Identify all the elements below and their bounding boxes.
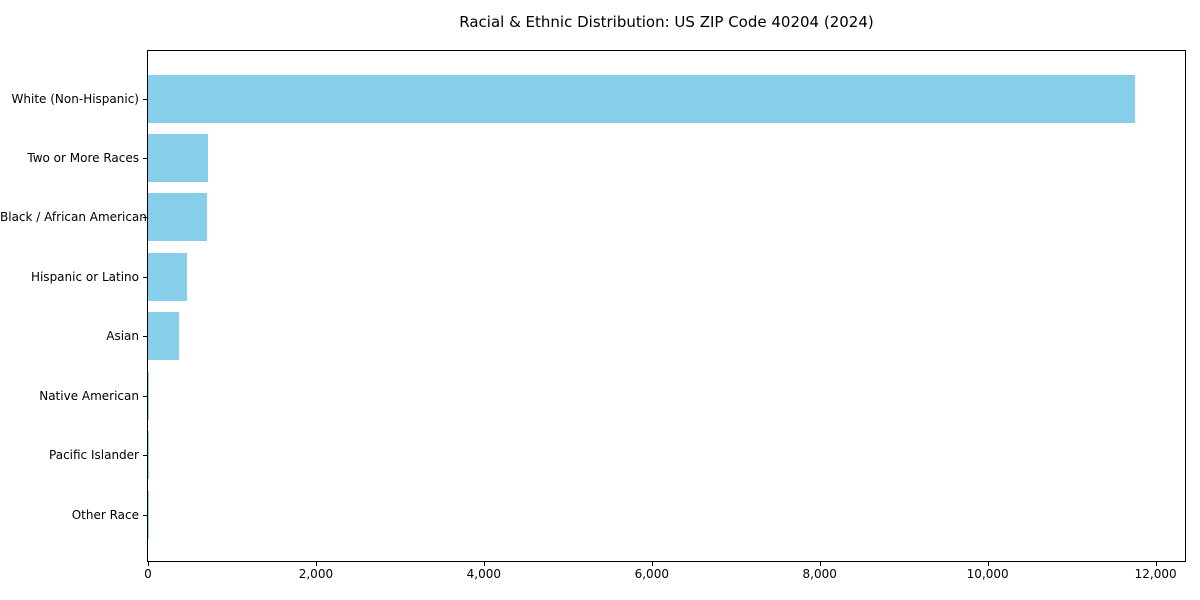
- x-tick-mark: [315, 562, 317, 566]
- y-tick-mark: [143, 395, 147, 397]
- bar-white-non-hispanic: [148, 74, 1136, 123]
- x-tick-mark: [1155, 562, 1157, 566]
- y-tick-mark: [143, 336, 147, 338]
- bar-asian: [148, 312, 180, 361]
- x-tick-mark: [819, 562, 821, 566]
- x-tick-mark: [148, 562, 149, 566]
- plot-area: [147, 50, 1186, 562]
- chart-title: Racial & Ethnic Distribution: US ZIP Cod…: [459, 13, 874, 31]
- bar-two-or-more-races: [148, 133, 209, 182]
- bar-hispanic-or-latino: [148, 252, 188, 301]
- y-tick-mark: [143, 514, 147, 516]
- y-tick-label-pacific-islander: Pacific Islander: [49, 448, 139, 463]
- y-tick-label-hispanic-or-latino: Hispanic or Latino: [30, 269, 139, 284]
- x-tick-label-4000: 4,000: [466, 567, 502, 581]
- y-tick-mark: [143, 455, 147, 457]
- y-tick-label-two-or-more-races: Two or More Races: [27, 150, 139, 165]
- bar-black-african-american: [148, 193, 207, 242]
- x-tick-label-6000: 6,000: [634, 567, 669, 581]
- y-tick-label-asian: Asian: [106, 329, 139, 344]
- x-tick-mark: [651, 562, 653, 566]
- x-tick-label-0: 0: [144, 567, 152, 581]
- x-tick-label-10000: 10,000: [966, 567, 1009, 581]
- x-tick-label-12000: 12,000: [1134, 567, 1177, 581]
- bar-native-american: [148, 371, 150, 420]
- x-tick-label-8000: 8,000: [802, 567, 837, 581]
- x-tick-mark: [987, 562, 989, 566]
- y-tick-mark: [143, 217, 147, 219]
- y-tick-label-other-race: Other Race: [71, 507, 139, 522]
- x-tick-mark: [483, 562, 485, 566]
- y-tick-mark: [143, 98, 147, 100]
- y-tick-mark: [143, 157, 147, 159]
- y-tick-label-white-non-hispanic: White (Non-Hispanic): [11, 91, 139, 106]
- y-tick-label-native-american: Native American: [39, 388, 139, 403]
- y-tick-mark: [143, 276, 147, 278]
- y-tick-label-black-african-american: Black / African American: [0, 210, 147, 225]
- x-tick-label-2000: 2,000: [298, 567, 334, 581]
